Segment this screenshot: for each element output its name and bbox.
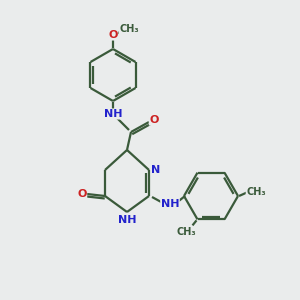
Text: NH: NH — [118, 215, 136, 225]
Text: O: O — [108, 30, 118, 40]
Text: NH: NH — [161, 199, 179, 209]
Text: O: O — [77, 189, 87, 199]
Text: CH₃: CH₃ — [177, 227, 196, 237]
Text: NH: NH — [104, 109, 122, 119]
Text: CH₃: CH₃ — [119, 24, 139, 34]
Text: CH₃: CH₃ — [246, 187, 266, 197]
Text: N: N — [152, 165, 160, 175]
Text: O: O — [149, 115, 159, 125]
